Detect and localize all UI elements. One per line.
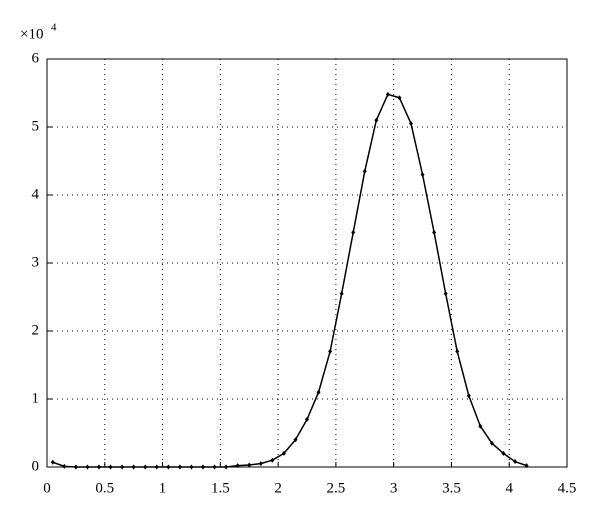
x-tick-label: 1 — [159, 480, 167, 496]
data-point — [466, 393, 471, 399]
data-point — [235, 463, 240, 469]
data-point — [189, 464, 194, 470]
data-point — [432, 229, 437, 235]
data-point — [293, 437, 298, 443]
data-point — [339, 291, 344, 297]
data-point — [270, 457, 275, 463]
data-point — [73, 464, 78, 470]
data-point — [212, 464, 217, 470]
y-multiplier: ×10 — [20, 26, 43, 42]
data-point — [85, 464, 90, 470]
data-point — [108, 464, 113, 470]
data-point — [362, 168, 367, 174]
y-tick-label: 0 — [32, 458, 40, 474]
x-tick-label: 4 — [505, 480, 513, 496]
data-point — [224, 464, 229, 470]
data-point — [281, 450, 286, 456]
data-point — [143, 464, 148, 470]
x-tick-label: 2 — [274, 480, 282, 496]
y-tick-label: 6 — [32, 50, 40, 66]
x-tick-label: 3.5 — [442, 480, 461, 496]
data-point — [328, 348, 333, 354]
data-line — [52, 93, 527, 468]
data-point — [177, 464, 182, 470]
data-point — [420, 172, 425, 178]
y-tick-label: 5 — [32, 118, 40, 134]
data-point — [501, 450, 506, 456]
data-point — [154, 464, 159, 470]
data-point — [443, 291, 448, 297]
x-tick-label: 0.5 — [95, 480, 114, 496]
data-point — [478, 423, 483, 429]
data-point — [374, 117, 379, 123]
y-tick-label: 4 — [32, 186, 40, 202]
data-point — [258, 461, 263, 467]
data-point — [455, 348, 460, 354]
y-tick-label: 1 — [32, 390, 40, 406]
y-multiplier-exponent: 4 — [51, 22, 57, 34]
x-tick-label: 0 — [43, 480, 51, 496]
data-point — [247, 462, 252, 468]
data-point — [131, 464, 136, 470]
data-point — [385, 91, 390, 97]
y-tick-label: 2 — [32, 322, 40, 338]
data-point — [397, 95, 402, 101]
x-tick-label: 4.5 — [558, 480, 577, 496]
data-point — [97, 464, 101, 470]
data-point — [201, 464, 205, 470]
data-point — [524, 463, 529, 469]
x-tick-label: 3 — [390, 480, 398, 496]
data-point — [62, 463, 67, 469]
y-tick-label: 3 — [32, 254, 40, 270]
x-tick-label: 2.5 — [327, 480, 346, 496]
data-point — [120, 464, 125, 470]
data-point — [50, 459, 55, 465]
x-tick-label: 1.5 — [211, 480, 230, 496]
data-point — [305, 416, 309, 422]
data-point — [316, 389, 321, 395]
data-point — [166, 464, 171, 470]
plot-frame — [46, 58, 568, 468]
data-point — [489, 440, 494, 446]
data-point — [513, 459, 517, 465]
data-point — [409, 121, 413, 127]
data-point — [351, 229, 356, 235]
